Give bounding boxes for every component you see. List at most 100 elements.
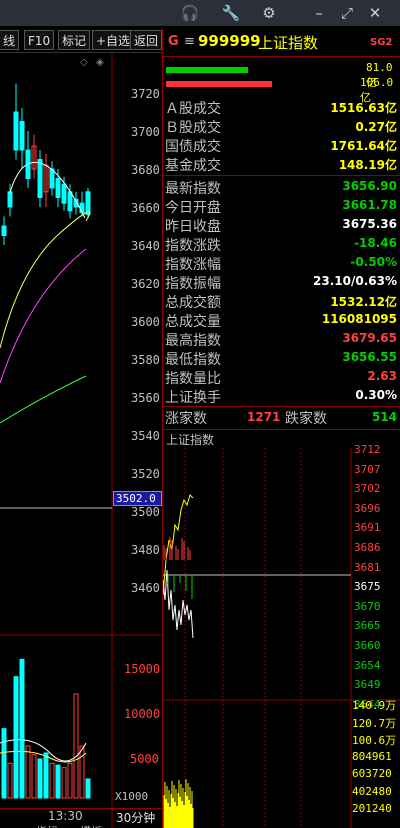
stat-row: 上证换手 0.30% <box>165 387 399 406</box>
period-selector[interactable]: 30分钟 <box>116 811 156 825</box>
candle-body <box>1 225 7 236</box>
intraday-volume-label: 140.9万 <box>352 699 397 712</box>
stat-label: 最低指数 <box>165 352 221 368</box>
gear-icon[interactable]: ⚙ <box>262 4 276 22</box>
menu-icon[interactable]: ≡ <box>184 34 195 49</box>
volume-axis-label: 15000 <box>124 662 161 676</box>
kline-axis-label: 3460 <box>131 581 160 595</box>
stat-label: 基金成交 <box>165 158 221 174</box>
stat-value: 148.19亿 <box>338 158 397 172</box>
intraday-price-label: 3707 <box>354 462 381 476</box>
stat-value: 3656.55 <box>342 350 397 364</box>
stat-label: 总成交额 <box>165 295 221 311</box>
vol-ma-line-2 <box>0 750 87 763</box>
kline-chart[interactable]: ◇ ◈ <box>0 53 162 828</box>
stat-value: 23.10/0.63% <box>313 274 397 288</box>
stat-value: 3679.65 <box>342 331 397 345</box>
intraday-price-label: 3681 <box>354 560 381 574</box>
stat-value: 1532.12亿 <box>330 295 397 309</box>
intraday-volume-label: 120.7万 <box>352 716 397 730</box>
kline-axis-label: 3540 <box>131 429 160 443</box>
restore-icon[interactable]: ⤢ <box>340 4 353 22</box>
intraday-chart[interactable] <box>163 430 400 828</box>
volume-bar <box>49 762 55 799</box>
ratio-top-value: 81.0亿 <box>366 61 393 89</box>
stat-label: 昨日收盘 <box>165 219 221 235</box>
close-icon[interactable]: ✕ <box>368 4 382 22</box>
stat-row: 总成交量 116081095 <box>165 311 399 330</box>
ma60-line <box>0 375 87 424</box>
intraday-title: 上证指数 <box>166 433 215 447</box>
f10-button[interactable]: F10 <box>24 30 55 50</box>
kline-axis-label: 3480 <box>131 543 160 557</box>
stat-row: 昨日收盘 3675.36 <box>165 216 399 235</box>
tab-kline[interactable]: 线 <box>0 30 20 50</box>
kline-axis-label: 3560 <box>131 391 160 405</box>
quote-header: G ≡ 999999 上证指数 SG2 <box>162 27 400 57</box>
volume-bar <box>37 758 43 799</box>
stat-label: Ａ股成交 <box>165 101 221 117</box>
stat-label: 今日开盘 <box>165 200 221 216</box>
vol-ma-line <box>0 739 87 762</box>
intraday-volume-label: 201240 <box>352 802 392 815</box>
kline-axis-label: 3720 <box>131 87 160 101</box>
intraday-price-label: 3712 <box>354 443 381 456</box>
kline-axis-label: 3640 <box>131 239 160 253</box>
candle-body <box>7 191 13 208</box>
intraday-price-line <box>163 569 194 639</box>
volume-bar <box>13 676 19 799</box>
volume-bar <box>73 693 79 799</box>
back-button[interactable]: 返回 <box>130 30 162 50</box>
kline-axis-label: 3680 <box>131 163 160 177</box>
stat-label: 指数振幅 <box>165 276 221 292</box>
candle-body <box>67 191 73 212</box>
crosshair-price-label: 3502.0 <box>113 491 162 506</box>
mark-button[interactable]: 标记 <box>58 30 91 50</box>
volume-bar <box>19 658 25 799</box>
title-bar: 🎧 🔧 ⚙ – ⤢ ✕ <box>0 0 400 26</box>
stat-value: -0.50% <box>350 255 397 269</box>
candle-body <box>61 183 67 204</box>
ratio-bar-bottom <box>166 81 356 87</box>
down-count-label: 跌家数 <box>285 411 327 427</box>
stat-label: 国债成交 <box>165 139 221 155</box>
stat-label: 指数涨幅 <box>165 257 221 273</box>
minimize-icon[interactable]: – <box>315 4 323 22</box>
stat-row: 国债成交 1761.64亿 <box>165 136 399 155</box>
panel-separator <box>162 27 163 828</box>
stat-value: 0.27亿 <box>355 120 397 134</box>
security-name: 上证指数 <box>258 34 319 52</box>
time-label: 13:30 <box>48 809 83 823</box>
stat-row: 基金成交 148.19亿 <box>165 155 399 174</box>
badge: SG2 <box>370 37 393 48</box>
volume-bar <box>1 728 7 799</box>
up-count-label: 涨家数 <box>165 411 207 427</box>
tab-indicator[interactable]: 指标 <box>36 823 58 828</box>
intraday-price-label: 3644 <box>354 697 381 711</box>
bottom-bar: 13:30 30分钟 指标 模板 <box>0 808 162 828</box>
stat-label: 指数涨跌 <box>165 238 221 254</box>
candle-body <box>13 111 19 151</box>
add-favorite-button[interactable]: +自选 <box>92 30 135 50</box>
kline-axis-label: 3700 <box>131 125 160 139</box>
candle-body <box>31 145 37 170</box>
ratio-bar-top-fill <box>166 67 248 73</box>
intraday-volume-label: 402480 <box>352 784 392 798</box>
stat-value: 2.63 <box>367 369 397 383</box>
intraday-volume-label: 100.6万 <box>352 734 397 747</box>
candle-body <box>37 159 43 198</box>
headset-icon[interactable]: 🎧 <box>180 4 200 22</box>
kline-axis-label: 3580 <box>131 353 160 367</box>
ma10-line <box>0 211 91 349</box>
wrench-icon[interactable]: 🔧 <box>221 4 241 22</box>
group-label[interactable]: G <box>168 34 179 49</box>
candle-body <box>55 178 61 198</box>
tab-template[interactable]: 模板 <box>80 823 102 828</box>
ratio-bar-top <box>166 67 356 73</box>
intraday-price-label: 3675 <box>354 580 381 594</box>
intraday-price-label: 3702 <box>354 482 381 496</box>
stat-label: Ｂ股成交 <box>165 120 221 136</box>
intraday-volume-label: 804961 <box>352 749 392 763</box>
intraday-volume-label: 603720 <box>352 767 392 780</box>
kline-axis-label: 3500 <box>131 505 160 519</box>
